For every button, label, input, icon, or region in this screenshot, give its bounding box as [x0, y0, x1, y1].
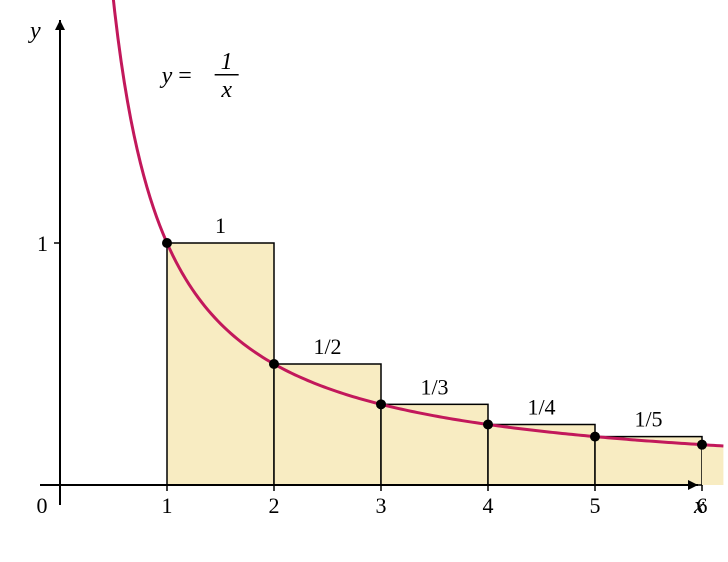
curve-point — [483, 420, 493, 430]
riemann-bar — [167, 243, 274, 485]
y-axis-arrow — [55, 20, 65, 30]
riemann-bars — [167, 243, 702, 485]
riemann-bar — [488, 425, 595, 486]
y-axis-label: y — [28, 18, 41, 44]
harmonic-series-chart: 12345610xy11/21/31/41/5y = 1x — [0, 0, 728, 562]
bar-label: 1/3 — [420, 374, 448, 399]
curve-point — [162, 238, 172, 248]
x-tick-label: 5 — [590, 493, 601, 518]
svg-text:y =: y = — [160, 63, 192, 89]
riemann-bar — [274, 364, 381, 485]
bar-label: 1/2 — [313, 334, 341, 359]
x-axis-label: x — [693, 493, 705, 519]
x-tick-label: 2 — [269, 493, 280, 518]
origin-label: 0 — [37, 493, 48, 518]
bar-label: 1 — [215, 213, 226, 238]
curve-tail-fill — [702, 445, 723, 485]
svg-text:1: 1 — [221, 49, 233, 75]
x-tick-label: 3 — [376, 493, 387, 518]
curve-formula-label: y = 1x — [160, 49, 239, 103]
curve-point — [697, 440, 707, 450]
x-tick-label: 4 — [483, 493, 494, 518]
curve-point — [269, 359, 279, 369]
svg-text:x: x — [220, 77, 232, 103]
curve-point — [590, 432, 600, 442]
bar-label: 1/4 — [527, 395, 555, 420]
x-tick-label: 1 — [162, 493, 173, 518]
bar-label: 1/5 — [634, 407, 662, 432]
y-tick-label: 1 — [37, 231, 48, 256]
curve-point — [376, 399, 386, 409]
